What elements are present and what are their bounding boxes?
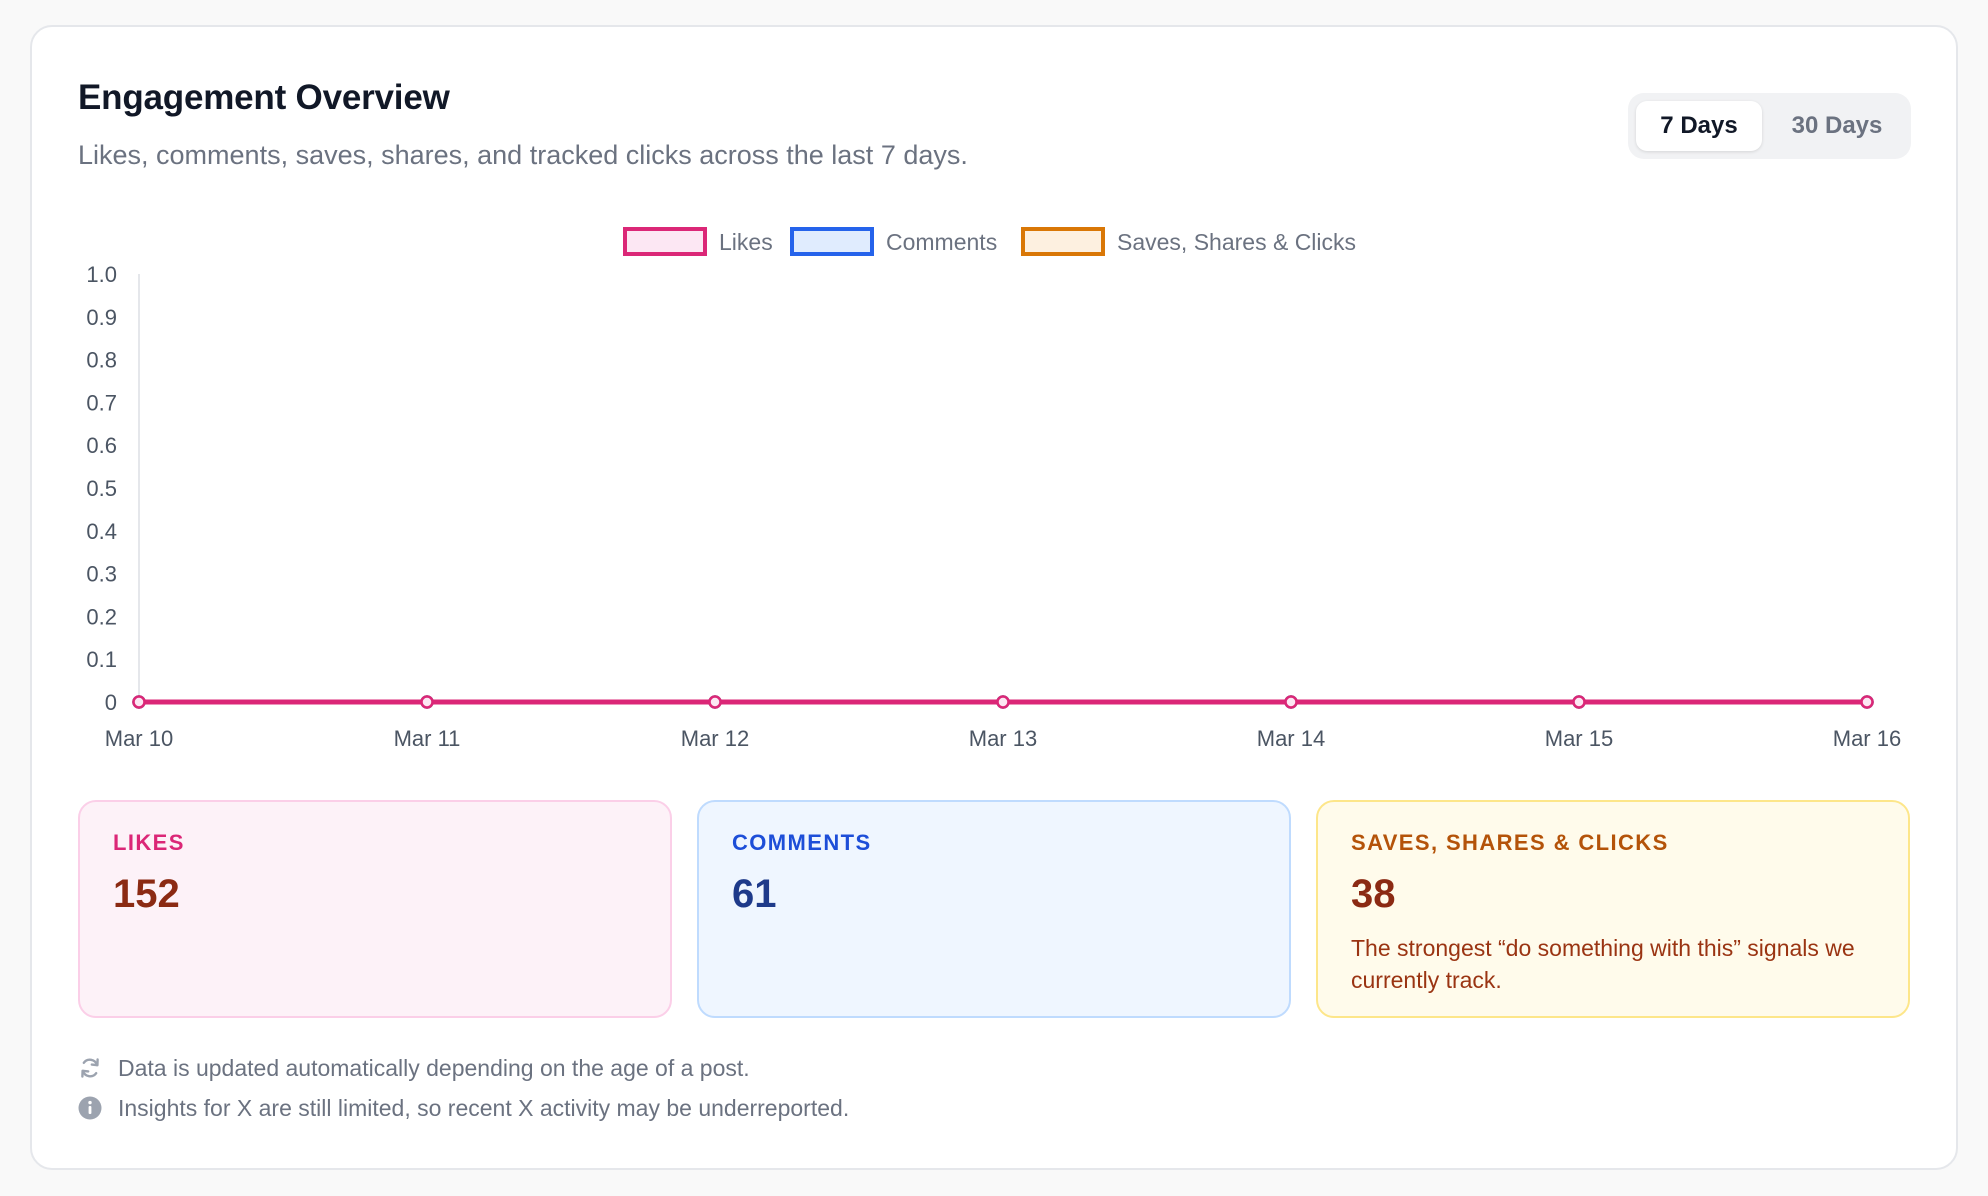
x-tick-label: Mar 14 bbox=[1257, 726, 1325, 751]
saves-stat-value: 38 bbox=[1351, 872, 1396, 916]
data-point bbox=[708, 695, 722, 709]
x-tick-label: Mar 16 bbox=[1833, 726, 1901, 751]
x-tick-label: Mar 12 bbox=[681, 726, 749, 751]
x-tick-label: Mar 10 bbox=[105, 726, 173, 751]
data-point bbox=[996, 695, 1010, 709]
data-point bbox=[1284, 695, 1298, 709]
range-toggle: 7 Days 30 Days bbox=[1628, 93, 1911, 159]
legend-swatch-0 bbox=[623, 227, 707, 256]
y-tick-label: 0.1 bbox=[86, 647, 117, 672]
y-tick-label: 0.6 bbox=[86, 433, 117, 458]
x-tick-label: Mar 11 bbox=[394, 726, 461, 751]
legend-label-2: Saves, Shares & Clicks bbox=[1117, 229, 1356, 255]
y-tick-label: 0.4 bbox=[86, 519, 117, 544]
x-tick-label: Mar 13 bbox=[969, 726, 1037, 751]
legend-swatch-2 bbox=[1021, 227, 1105, 256]
y-axis: 1.0 0.9 0.8 0.7 0.6 0.5 0.4 0.3 0.2 0.1 0 bbox=[86, 262, 140, 715]
legend-label-1: Comments bbox=[886, 229, 997, 255]
likes-stat-value: 152 bbox=[113, 872, 180, 916]
comments-stat-label: COMMENTS bbox=[732, 830, 872, 855]
footnote-update-text: Data is updated automatically depending … bbox=[118, 1055, 750, 1081]
saves-stat-card: SAVES, SHARES & CLICKS 38 The strongest … bbox=[1316, 800, 1910, 1018]
y-tick-label: 0.9 bbox=[86, 305, 117, 330]
info-icon bbox=[78, 1096, 102, 1120]
legend-label-0: Likes bbox=[719, 229, 773, 255]
x-tick-label: Mar 15 bbox=[1545, 726, 1613, 751]
legend-swatch-1 bbox=[790, 227, 874, 256]
range-30-days-button[interactable]: 30 Days bbox=[1791, 112, 1883, 139]
likes-stat-label: LIKES bbox=[113, 830, 185, 855]
engagement-line-chart: Likes Comments Saves, Shares & Clicks 1.0 0… bbox=[86, 227, 1901, 751]
footnote-limits-text: Insights for X are still limited, so rec… bbox=[118, 1095, 850, 1121]
comments-stat-card: COMMENTS 61 bbox=[697, 800, 1291, 1018]
y-tick-label: 0 bbox=[105, 690, 117, 715]
y-tick-label: 0.5 bbox=[86, 476, 117, 501]
x-axis: Mar 10 Mar 11 Mar 12 Mar 13 Mar 14 Mar 15 Mar … bbox=[105, 726, 1901, 751]
saves-stat-label: SAVES, SHARES & CLICKS bbox=[1351, 830, 1669, 855]
y-tick-label: 0.8 bbox=[86, 348, 117, 373]
y-tick-label: 0.3 bbox=[86, 562, 117, 587]
y-tick-label: 0.2 bbox=[86, 604, 117, 629]
data-point bbox=[420, 695, 434, 709]
y-tick-label: 1.0 bbox=[86, 262, 117, 287]
chart-legend: Likes Comments Saves, Shares & Clicks bbox=[623, 227, 1356, 256]
y-tick-label: 0.7 bbox=[86, 390, 117, 415]
data-point bbox=[1572, 695, 1586, 709]
page-subtitle: Likes, comments, saves, shares, and trac… bbox=[78, 140, 968, 170]
data-point bbox=[1860, 695, 1874, 709]
comments-stat-value: 61 bbox=[732, 872, 777, 916]
page-title: Engagement Overview bbox=[78, 78, 450, 117]
range-7-days-button[interactable]: 7 Days bbox=[1636, 101, 1762, 151]
likes-stat-card: LIKES 152 bbox=[78, 800, 672, 1018]
data-point bbox=[132, 695, 146, 709]
saves-stat-note: The strongest “do something with this” s… bbox=[1351, 935, 1855, 993]
chart-series bbox=[132, 695, 1874, 709]
refresh-icon bbox=[81, 1058, 99, 1078]
